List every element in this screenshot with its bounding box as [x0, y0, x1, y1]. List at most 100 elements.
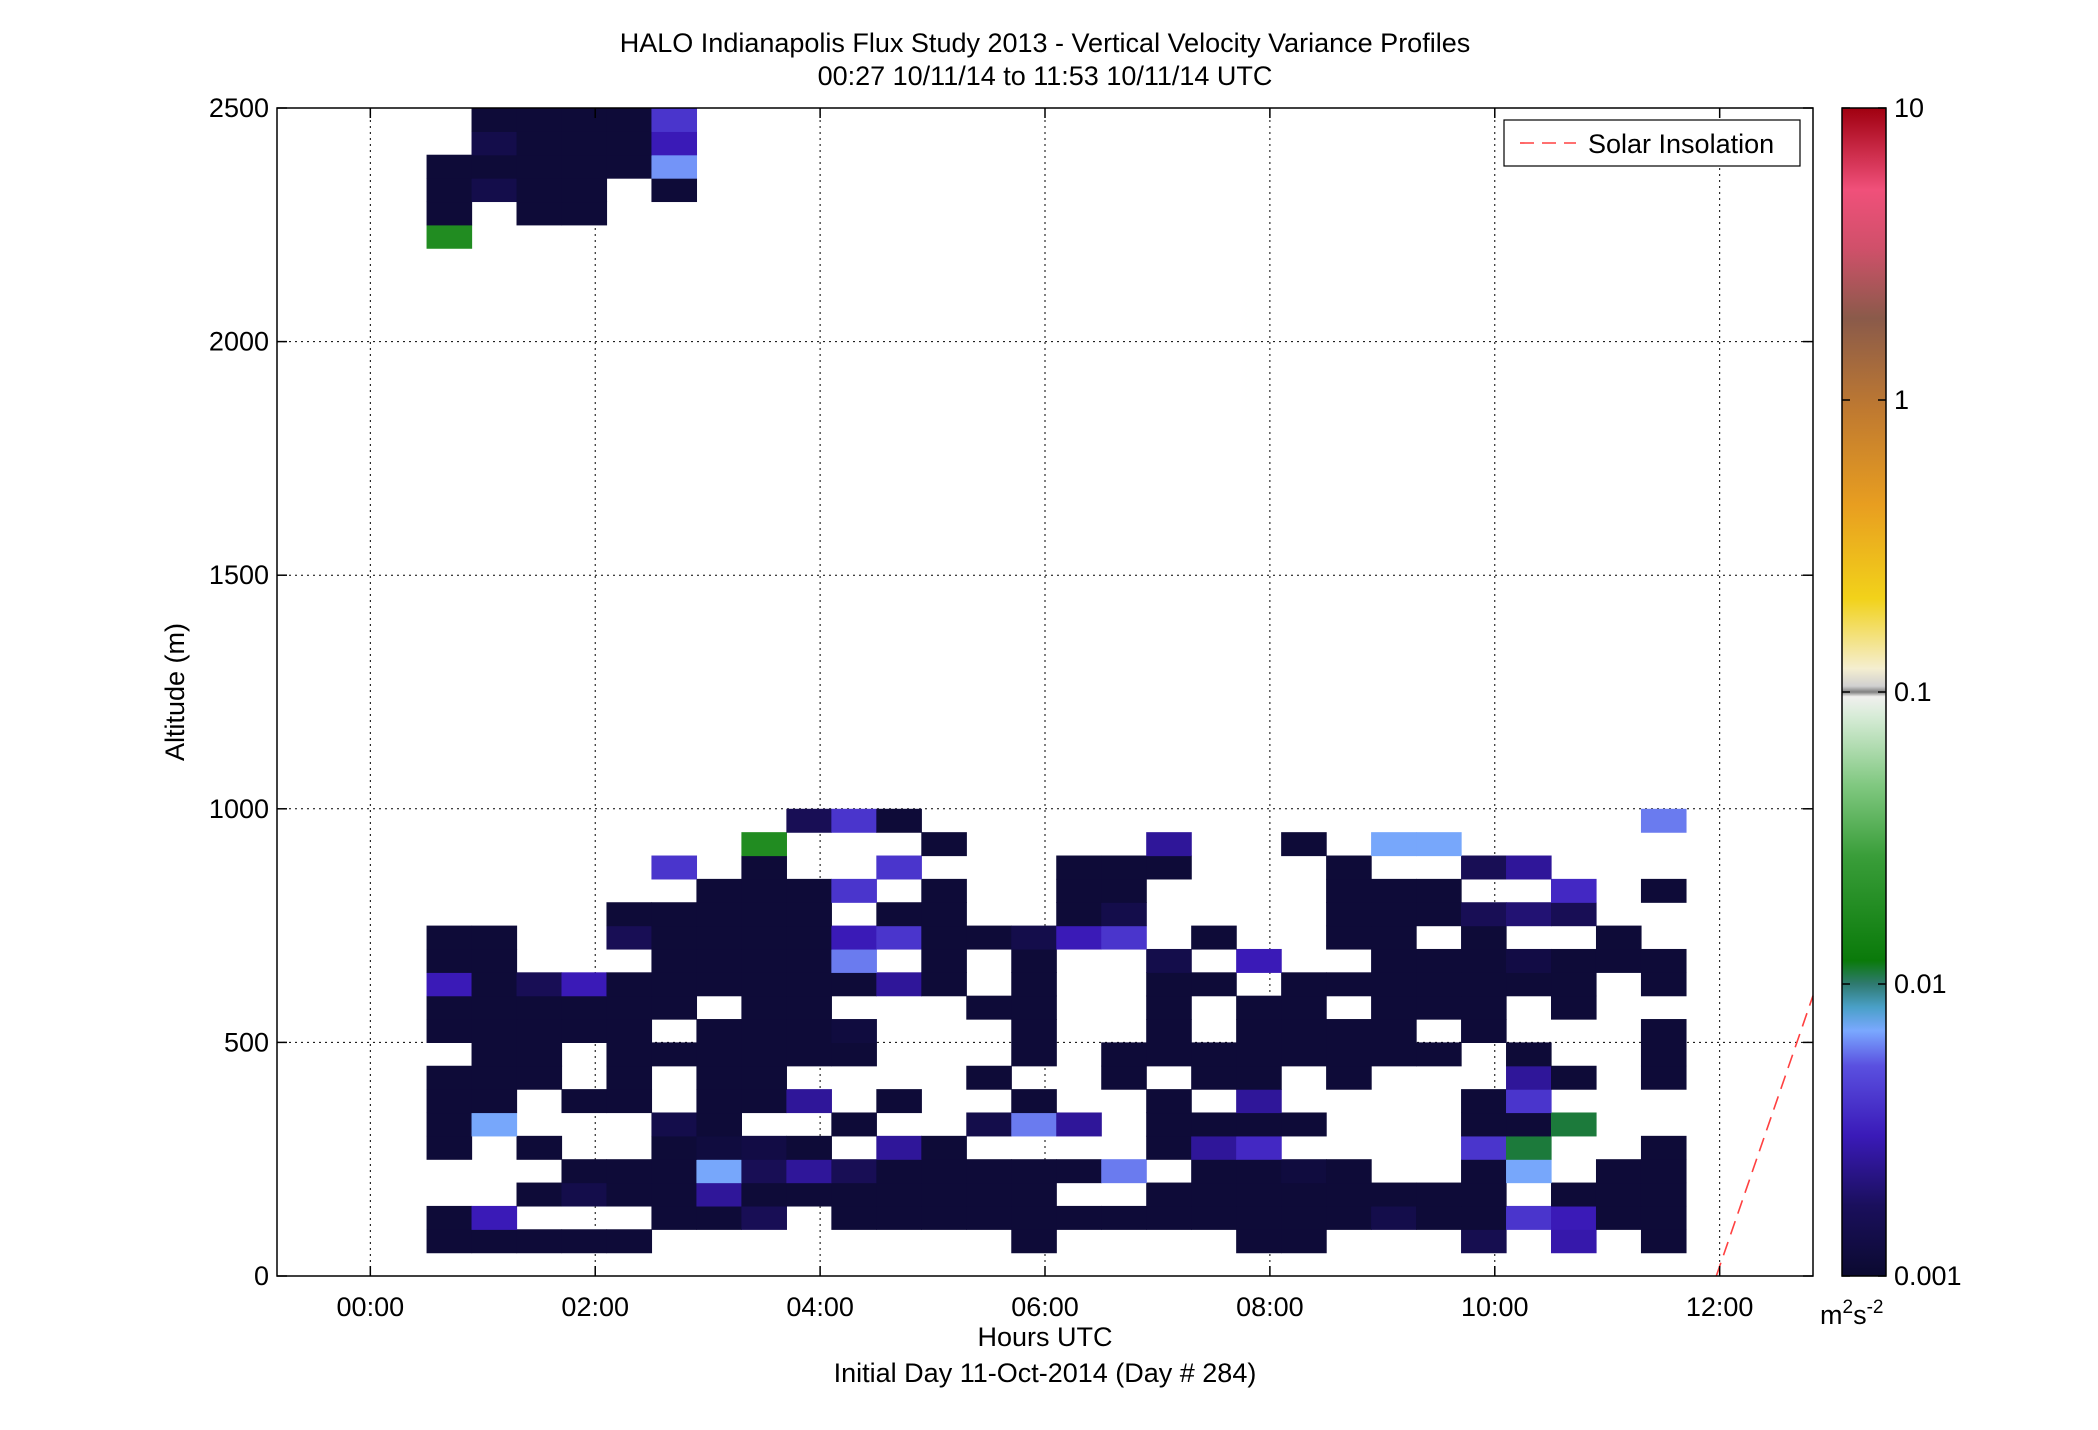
heatmap-cell [516, 154, 563, 179]
heatmap-cell [1640, 1135, 1687, 1160]
colorbar-tick-label: 10 [1894, 93, 1924, 123]
heatmap-cell [1191, 1112, 1237, 1137]
heatmap-cell [921, 902, 967, 927]
heatmap-cell [1236, 1112, 1282, 1137]
heatmap-cell [1191, 1205, 1237, 1230]
heatmap-cell [1056, 902, 1102, 927]
heatmap-cell [696, 948, 742, 973]
heatmap-cell [1461, 1229, 1507, 1254]
y-tick-label: 1000 [209, 794, 269, 824]
heatmap-cell [1506, 1135, 1552, 1160]
y-tick-label: 500 [224, 1027, 269, 1057]
x-tick-label: 10:00 [1461, 1292, 1529, 1322]
heatmap-cell [696, 972, 742, 997]
heatmap-cell [1416, 878, 1462, 903]
heatmap-cell [1506, 1205, 1552, 1230]
heatmap-cell [1461, 1159, 1507, 1184]
heatmap-cell [471, 1065, 518, 1090]
heatmap-cell [786, 1182, 832, 1207]
heatmap-cell [831, 878, 877, 903]
heatmap-cell [1236, 1042, 1282, 1067]
heatmap-cell [651, 1182, 698, 1207]
colorbar-unit-mid: s [1853, 1300, 1867, 1330]
heatmap-cell [1326, 878, 1372, 903]
heatmap-cell [831, 1205, 877, 1230]
heatmap-cell [426, 178, 473, 203]
heatmap-cell [876, 925, 922, 950]
heatmap-cell [651, 131, 698, 156]
heatmap-cell [876, 1205, 922, 1230]
heatmap-cell [1191, 1042, 1237, 1067]
heatmap-cell [831, 1019, 877, 1043]
heatmap-cell [606, 925, 653, 950]
heatmap-cell [606, 1182, 653, 1207]
heatmap-cell [1640, 1182, 1687, 1207]
heatmap-cell [876, 1159, 922, 1184]
heatmap-cell [741, 995, 787, 1020]
heatmap-cell [1640, 808, 1687, 833]
heatmap-cell [1371, 1019, 1417, 1043]
heatmap-cell [516, 201, 563, 226]
heatmap-cell [1326, 1159, 1372, 1184]
heatmap-cell [471, 1089, 518, 1114]
heatmap-cell [651, 972, 698, 997]
heatmap-cell [831, 808, 877, 833]
heatmap-cell [921, 832, 967, 857]
heatmap-cell [606, 1229, 653, 1254]
heatmap-cell [1146, 1112, 1192, 1137]
heatmap-cell [1011, 995, 1057, 1020]
heatmap-cell [651, 1159, 698, 1184]
heatmap-cell [921, 1135, 967, 1160]
heatmap-cell [876, 1135, 922, 1160]
heatmap-cell [561, 131, 608, 156]
heatmap-cell [921, 1182, 967, 1207]
heatmap-cell [471, 131, 518, 156]
heatmap-cell [1551, 948, 1597, 973]
heatmap-cell [606, 1089, 653, 1114]
heatmap-cell [1506, 948, 1552, 973]
heatmap-cell [1236, 1182, 1282, 1207]
heatmap-cell [1461, 1135, 1507, 1160]
heatmap-cell [1551, 878, 1597, 903]
heatmap-cell [876, 1089, 922, 1114]
heatmap-cell [966, 1065, 1012, 1090]
chart-subtitle: 00:27 10/11/14 to 11:53 10/11/14 UTC [818, 61, 1273, 91]
heatmap-cell [876, 972, 922, 997]
heatmap-cell [471, 1205, 518, 1230]
heatmap-cell [1191, 972, 1237, 997]
x-axis-label: Hours UTC [977, 1322, 1112, 1352]
heatmap-cell [1056, 855, 1102, 880]
heatmap-cell [651, 902, 698, 927]
heatmap-cell [1595, 1159, 1642, 1184]
heatmap-cell [1371, 902, 1417, 927]
heatmap-cell [1011, 1089, 1057, 1114]
heatmap-cell [1101, 1205, 1147, 1230]
heatmap-cell [1281, 1229, 1327, 1254]
heatmap-cell [1461, 1182, 1507, 1207]
heatmap-cell [1461, 1089, 1507, 1114]
heatmap-cell [1371, 948, 1417, 973]
heatmap-cell [1461, 948, 1507, 973]
heatmap-cell [606, 1065, 653, 1090]
heatmap-cell [741, 1205, 787, 1230]
heatmap-cells [426, 108, 1687, 1254]
heatmap-cell [786, 995, 832, 1020]
heatmap-cell [651, 925, 698, 950]
heatmap-cell [516, 1042, 563, 1067]
heatmap-cell [876, 855, 922, 880]
heatmap-cell [1101, 878, 1147, 903]
heatmap-cell [741, 948, 787, 973]
heatmap-cell [1011, 925, 1057, 950]
heatmap-cell [1416, 972, 1462, 997]
heatmap-cell [1236, 1065, 1282, 1090]
heatmap-cell [741, 972, 787, 997]
heatmap-cell [1236, 1159, 1282, 1184]
heatmap-cell [1551, 972, 1597, 997]
heatmap-cell [786, 1089, 832, 1114]
heatmap-cell [516, 1182, 563, 1207]
heatmap-cell [1236, 1135, 1282, 1160]
heatmap-cell [1551, 1229, 1597, 1254]
heatmap-cell [1371, 1205, 1417, 1230]
heatmap-cell [1011, 1159, 1057, 1184]
colorbar-unit-sup1: 2 [1843, 1297, 1854, 1318]
